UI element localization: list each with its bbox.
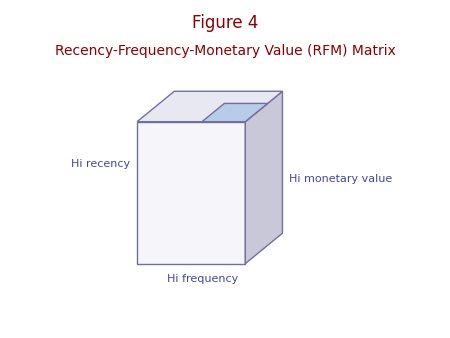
Polygon shape <box>137 122 245 264</box>
Text: Figure 4: Figure 4 <box>192 14 258 31</box>
Text: Hi recency: Hi recency <box>71 159 130 169</box>
Text: Recency-Frequency-Monetary Value (RFM) Matrix: Recency-Frequency-Monetary Value (RFM) M… <box>54 44 396 58</box>
Text: Hi frequency: Hi frequency <box>167 274 238 284</box>
Polygon shape <box>245 91 283 264</box>
Text: Hi monetary value: Hi monetary value <box>289 174 392 184</box>
Polygon shape <box>202 103 268 122</box>
Polygon shape <box>137 91 283 122</box>
